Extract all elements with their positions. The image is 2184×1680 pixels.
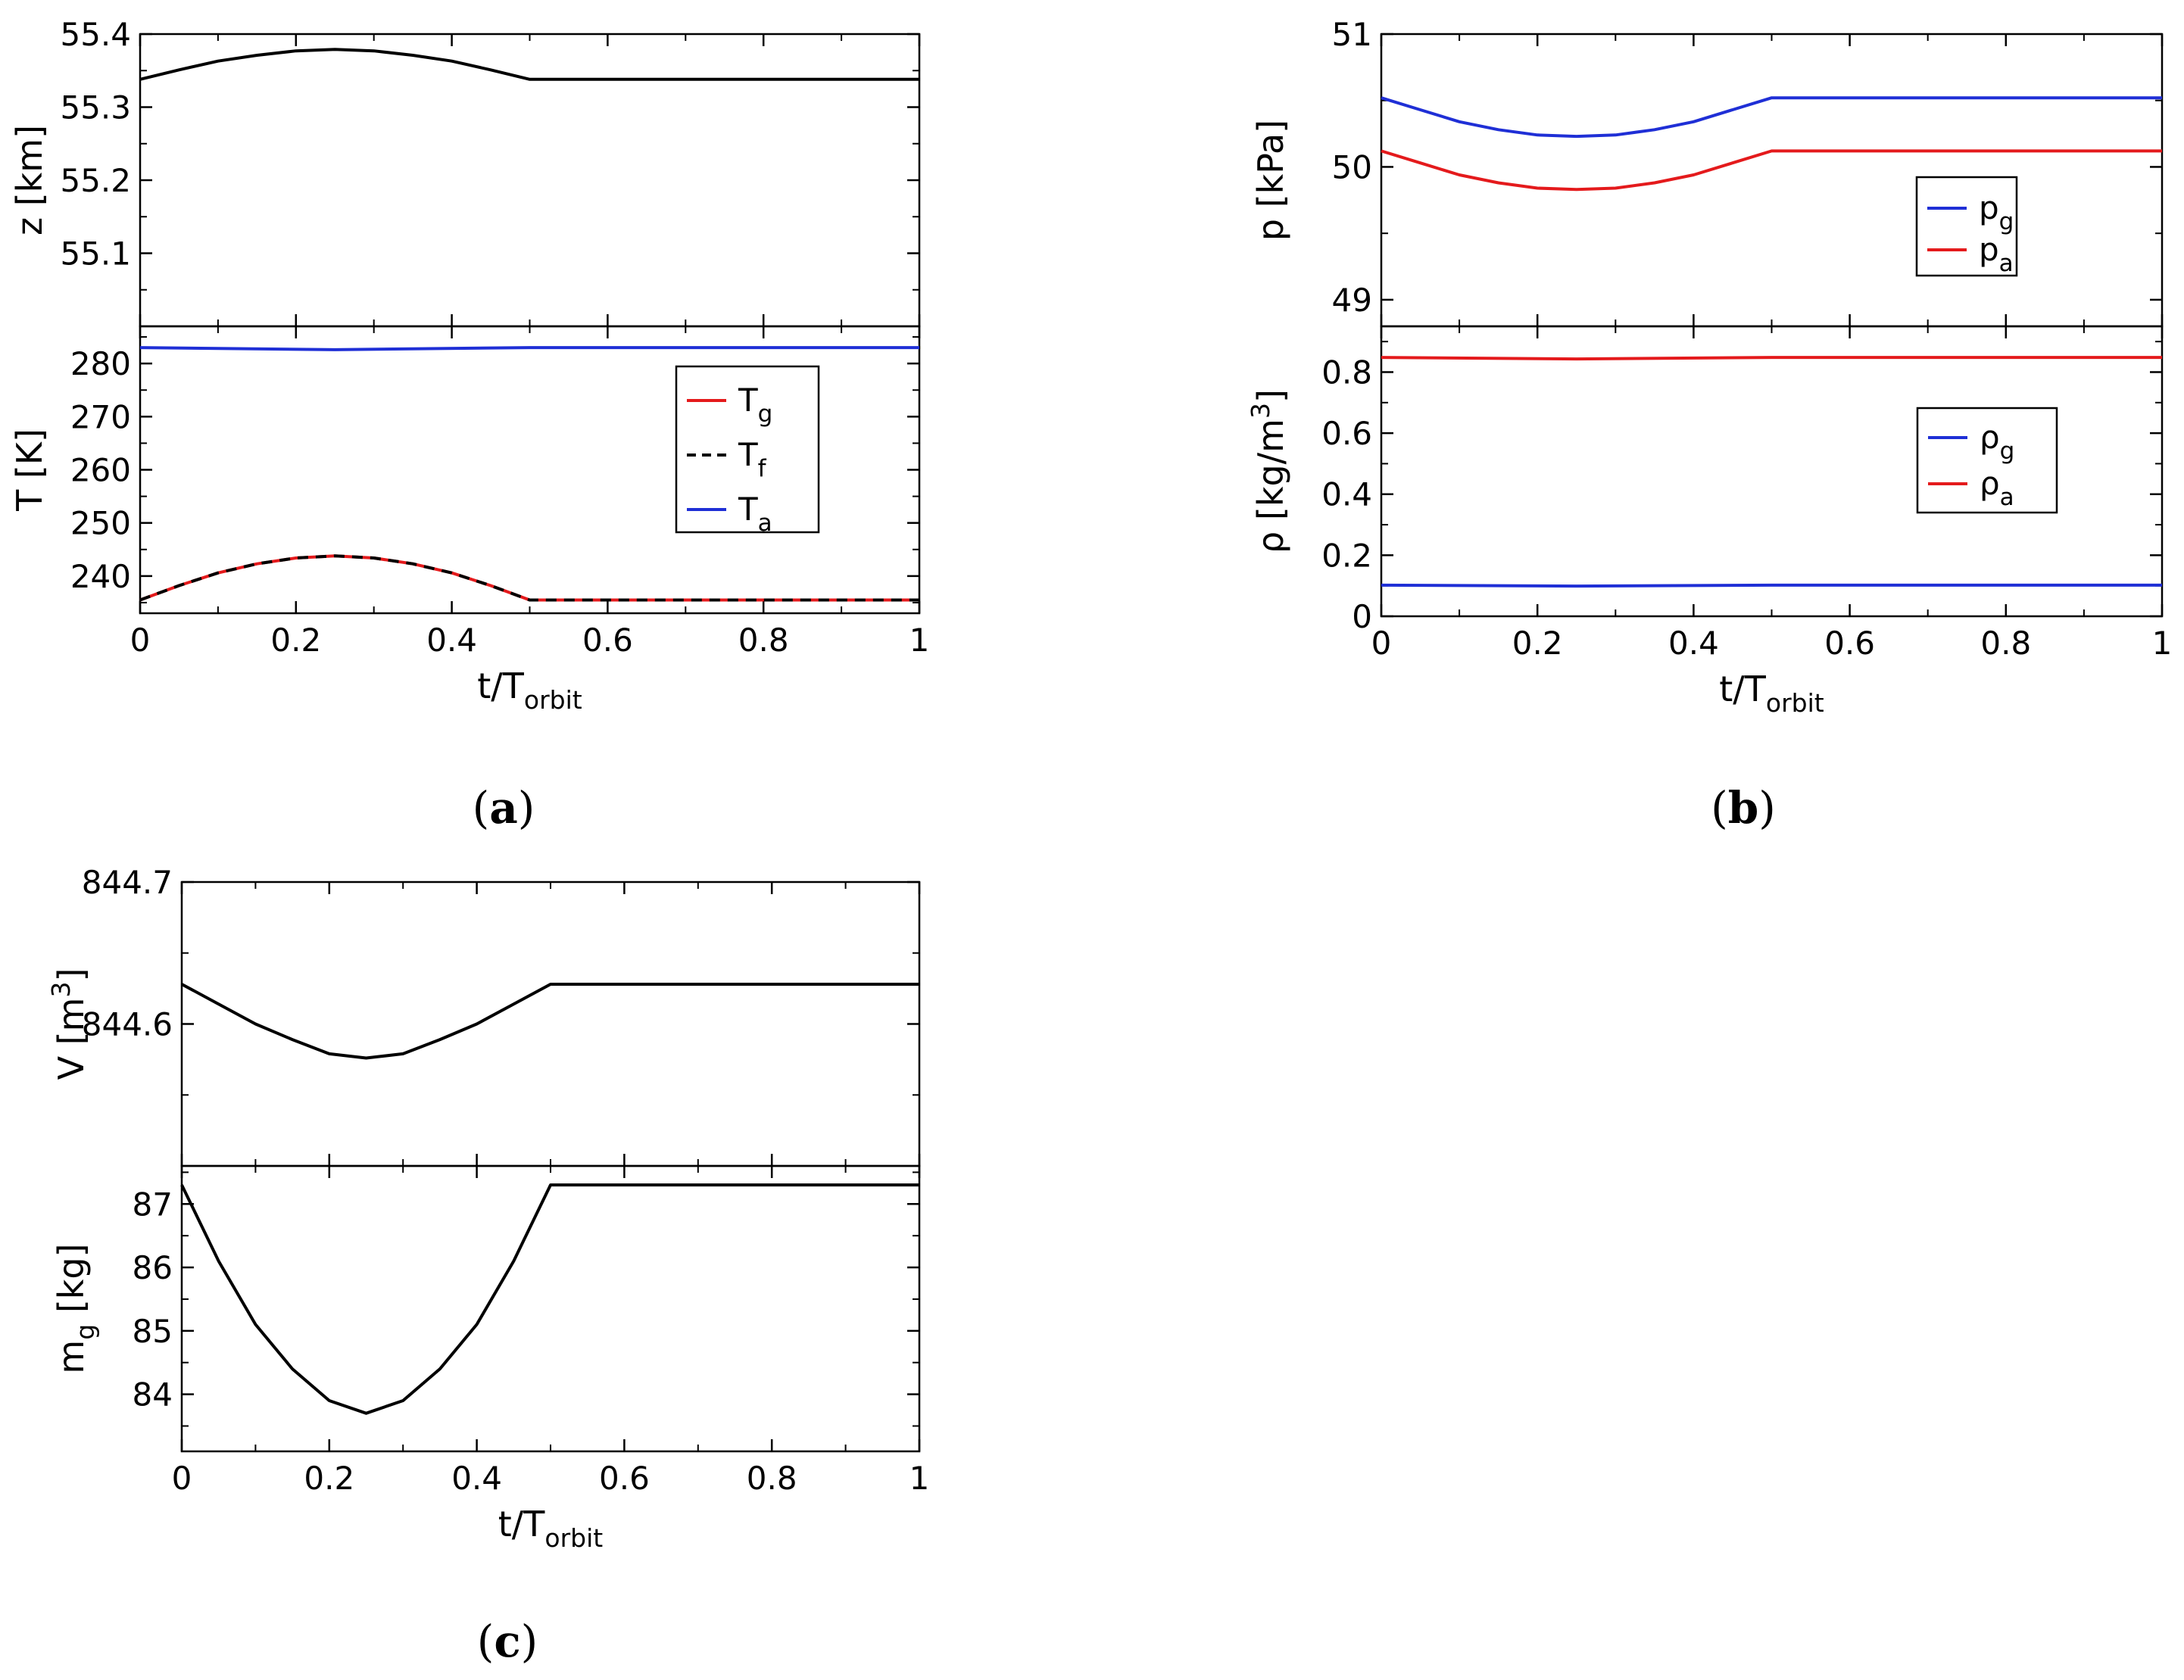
legend-label-pa-b-top: pa	[1979, 231, 2014, 277]
x-tick-label-a-bottom: 0.2	[270, 622, 321, 659]
chart-a-bottom: 0 0.2 0.4 0.6 0.8 1 t/Torbit 240 250 260 270 280 T […	[9, 325, 930, 715]
caption-c-letter: c	[494, 1616, 520, 1667]
legend-box-b-bottom	[1916, 407, 2058, 514]
y-tick-label-a-top: 55.3	[60, 89, 131, 126]
chart-c-bottom: 0 0.2 0.4 0.6 0.8 1 t/Torbit 84 85 86 87 mg [kg]	[51, 1164, 930, 1553]
caption-a-letter: a	[489, 782, 518, 834]
x-tick-label-b-bottom: 0	[1371, 625, 1392, 662]
y-tick-label-b-bottom: 0.6	[1321, 415, 1372, 452]
legend-label-ρa-b-bottom: ρa	[1980, 465, 2014, 511]
x-tick-label-a-bottom: 1	[909, 622, 930, 659]
legend-label-Tg-a-bottom: Tg	[738, 382, 772, 428]
y-tick-label-b-bottom: 0.2	[1321, 537, 1372, 574]
y-axis-label-b-top: p [kPa]	[1250, 120, 1291, 241]
caption-c: (c)	[477, 1616, 538, 1667]
x-tick-label-c-bottom: 0.8	[747, 1460, 797, 1497]
x-tick-label-a-bottom: 0.6	[582, 622, 633, 659]
x-tick-label-c-bottom: 1	[909, 1460, 930, 1497]
y-tick-label-b-bottom: 0.8	[1321, 354, 1372, 391]
y-tick-label-a-top: 55.1	[60, 235, 131, 273]
y-axis-label-a-bottom: T [K]	[9, 429, 50, 512]
y-tick-label-a-bottom: 250	[70, 505, 131, 542]
x-tick-label-c-bottom: 0.6	[599, 1460, 650, 1497]
series-line-pg-b-top	[1381, 96, 2162, 139]
y-tick-label-a-top: 55.4	[60, 16, 131, 53]
x-tick-label-c-bottom: 0	[172, 1460, 192, 1497]
series-line-a-b-bottom	[1381, 356, 2162, 361]
y-tick-label-c-bottom: 86	[133, 1249, 173, 1286]
x-tick-label-b-bottom: 0.2	[1512, 625, 1563, 662]
y-tick-label-b-bottom: 0.4	[1321, 476, 1372, 513]
legend-label-Tf-a-bottom: Tf	[738, 436, 767, 482]
y-tick-label-b-bottom: 0	[1352, 598, 1372, 635]
caption-b-letter: b	[1728, 782, 1759, 834]
y-tick-label-b-top: 51	[1332, 16, 1372, 53]
y-tick-label-b-top: 50	[1332, 148, 1372, 185]
y-axis-label-b-bottom: ρ [kg/m3]	[1246, 389, 1291, 553]
legend-box-b-top	[1915, 176, 2018, 277]
series-line-pa-b-top	[1381, 149, 2162, 192]
y-tick-label-c-bottom: 85	[133, 1313, 173, 1350]
series-line-g-b-bottom	[1381, 583, 2162, 588]
x-tick-label-c-bottom: 0.4	[451, 1460, 502, 1497]
y-axis-label-c-top: V [m3]	[46, 968, 92, 1080]
chart-b-bottom: 0 0.2 0.4 0.6 0.8 1 t/Torbit 0 0.2 0.4 0.6 0.8 ρ [kg…	[1246, 325, 2173, 718]
series-line-mg-c-bottom	[180, 1183, 919, 1415]
legend-label-Ta-a-bottom: Ta	[738, 491, 772, 537]
x-axis-label-a-bottom: t/Torbit	[477, 665, 582, 715]
y-tick-label-c-bottom: 87	[133, 1186, 173, 1223]
legend-label-ρg-b-bottom: ρg	[1980, 419, 2014, 465]
y-tick-label-a-bottom: 270	[70, 398, 131, 435]
x-tick-label-a-bottom: 0.8	[738, 622, 789, 659]
x-axis-label-b-bottom: t/Torbit	[1719, 669, 1824, 718]
x-tick-label-a-bottom: 0.4	[426, 622, 477, 659]
caption-b: (b)	[1711, 782, 1776, 834]
x-tick-label-c-bottom: 0.2	[304, 1460, 354, 1497]
x-tick-label-b-bottom: 1	[2152, 625, 2173, 662]
x-axis-label-c-bottom: t/Torbit	[498, 1504, 604, 1553]
legend-box-a-bottom	[675, 365, 820, 534]
series-line-z-a-top	[139, 48, 919, 81]
y-tick-label-c-top: 844.6	[82, 1006, 173, 1043]
series-line-V-c-top	[181, 983, 919, 1060]
y-tick-label-c-top: 844.7	[82, 864, 173, 901]
x-tick-label-b-bottom: 0.4	[1668, 625, 1719, 662]
x-tick-label-a-bottom: 0	[130, 622, 151, 659]
y-tick-label-a-bottom: 240	[70, 558, 131, 595]
y-tick-label-a-bottom: 280	[70, 345, 131, 382]
y-axis-label-c-bottom: mg [kg]	[51, 1243, 100, 1373]
y-axis-label-a-top: z [km]	[9, 125, 50, 235]
legend-label-pg-b-top: pg	[1979, 189, 2014, 235]
caption-a: (a)	[473, 782, 535, 834]
y-tick-label-b-top: 49	[1332, 282, 1372, 319]
y-tick-label-a-bottom: 260	[70, 452, 131, 489]
series-line-Tf-a-bottom	[139, 554, 919, 602]
y-tick-label-a-top: 55.2	[60, 162, 131, 199]
x-tick-label-b-bottom: 0.6	[1824, 625, 1875, 662]
x-tick-label-b-bottom: 0.8	[1980, 625, 2031, 662]
series-line-Ta-a-bottom	[139, 346, 919, 351]
y-tick-label-c-bottom: 84	[133, 1376, 173, 1414]
